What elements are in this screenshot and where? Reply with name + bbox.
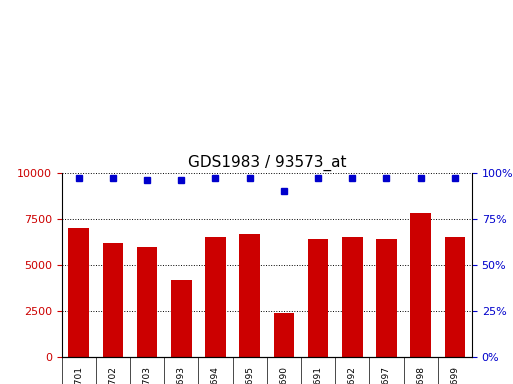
- Bar: [205, 237, 226, 357]
- Text: GSM101691: GSM101691: [313, 366, 323, 384]
- Bar: [137, 247, 157, 357]
- Bar: [445, 237, 465, 357]
- Bar: [103, 243, 123, 357]
- Bar: [376, 239, 397, 357]
- Bar: [342, 237, 363, 357]
- Title: GDS1983 / 93573_at: GDS1983 / 93573_at: [188, 155, 346, 171]
- Text: GSM101698: GSM101698: [416, 366, 425, 384]
- Bar: [171, 280, 191, 357]
- Text: GSM101702: GSM101702: [108, 366, 117, 384]
- Text: GSM101695: GSM101695: [245, 366, 254, 384]
- Text: GSM101693: GSM101693: [177, 366, 186, 384]
- Bar: [240, 233, 260, 357]
- Text: GSM101692: GSM101692: [348, 366, 357, 384]
- Text: GSM101703: GSM101703: [143, 366, 151, 384]
- Text: GSM101690: GSM101690: [280, 366, 288, 384]
- Bar: [68, 228, 89, 357]
- Bar: [410, 214, 431, 357]
- Text: GSM101694: GSM101694: [211, 366, 220, 384]
- Text: GSM101701: GSM101701: [74, 366, 83, 384]
- Bar: [273, 313, 294, 357]
- Bar: [308, 239, 328, 357]
- Text: GSM101699: GSM101699: [450, 366, 459, 384]
- Text: GSM101697: GSM101697: [382, 366, 391, 384]
